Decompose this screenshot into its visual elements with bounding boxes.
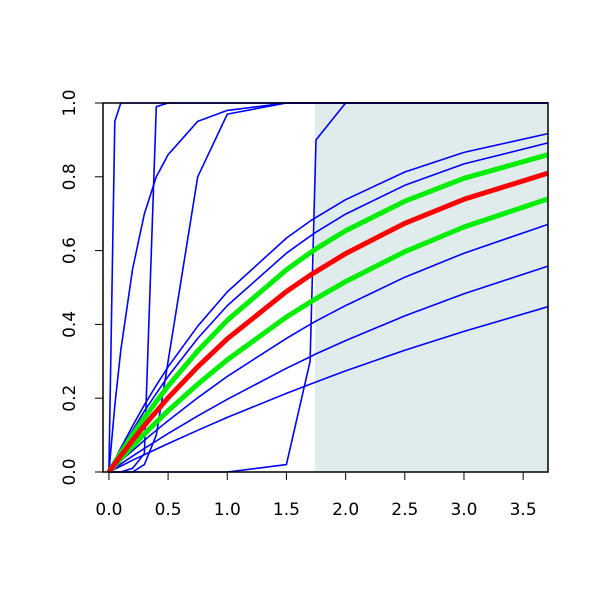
x-tick-label: 2.0: [332, 500, 359, 520]
y-tick-label: 0.8: [60, 163, 80, 190]
y-tick-label: 0.2: [60, 385, 80, 412]
x-tick-label: 3.5: [510, 500, 537, 520]
curve: [107, 196, 549, 474]
x-tick-label: 2.5: [391, 500, 418, 520]
x-tick-label: 3.0: [450, 500, 477, 520]
x-tick-label: 0.0: [95, 500, 122, 520]
x-tick-label: 0.5: [155, 500, 182, 520]
curve: [106, 170, 549, 474]
x-tick-label: 1.5: [273, 500, 300, 520]
curve: [108, 305, 549, 473]
y-tick-label: 1.0: [60, 89, 80, 116]
shaded-region: [314, 103, 548, 472]
y-tick-label: 0.0: [60, 458, 80, 485]
curve: [106, 152, 549, 474]
curve: [108, 265, 549, 473]
curve: [108, 132, 549, 473]
x-tick-label: 1.0: [214, 500, 241, 520]
y-tick-label: 0.4: [60, 311, 80, 338]
y-tick-label: 0.6: [60, 237, 80, 264]
plot-frame: [102, 102, 549, 473]
